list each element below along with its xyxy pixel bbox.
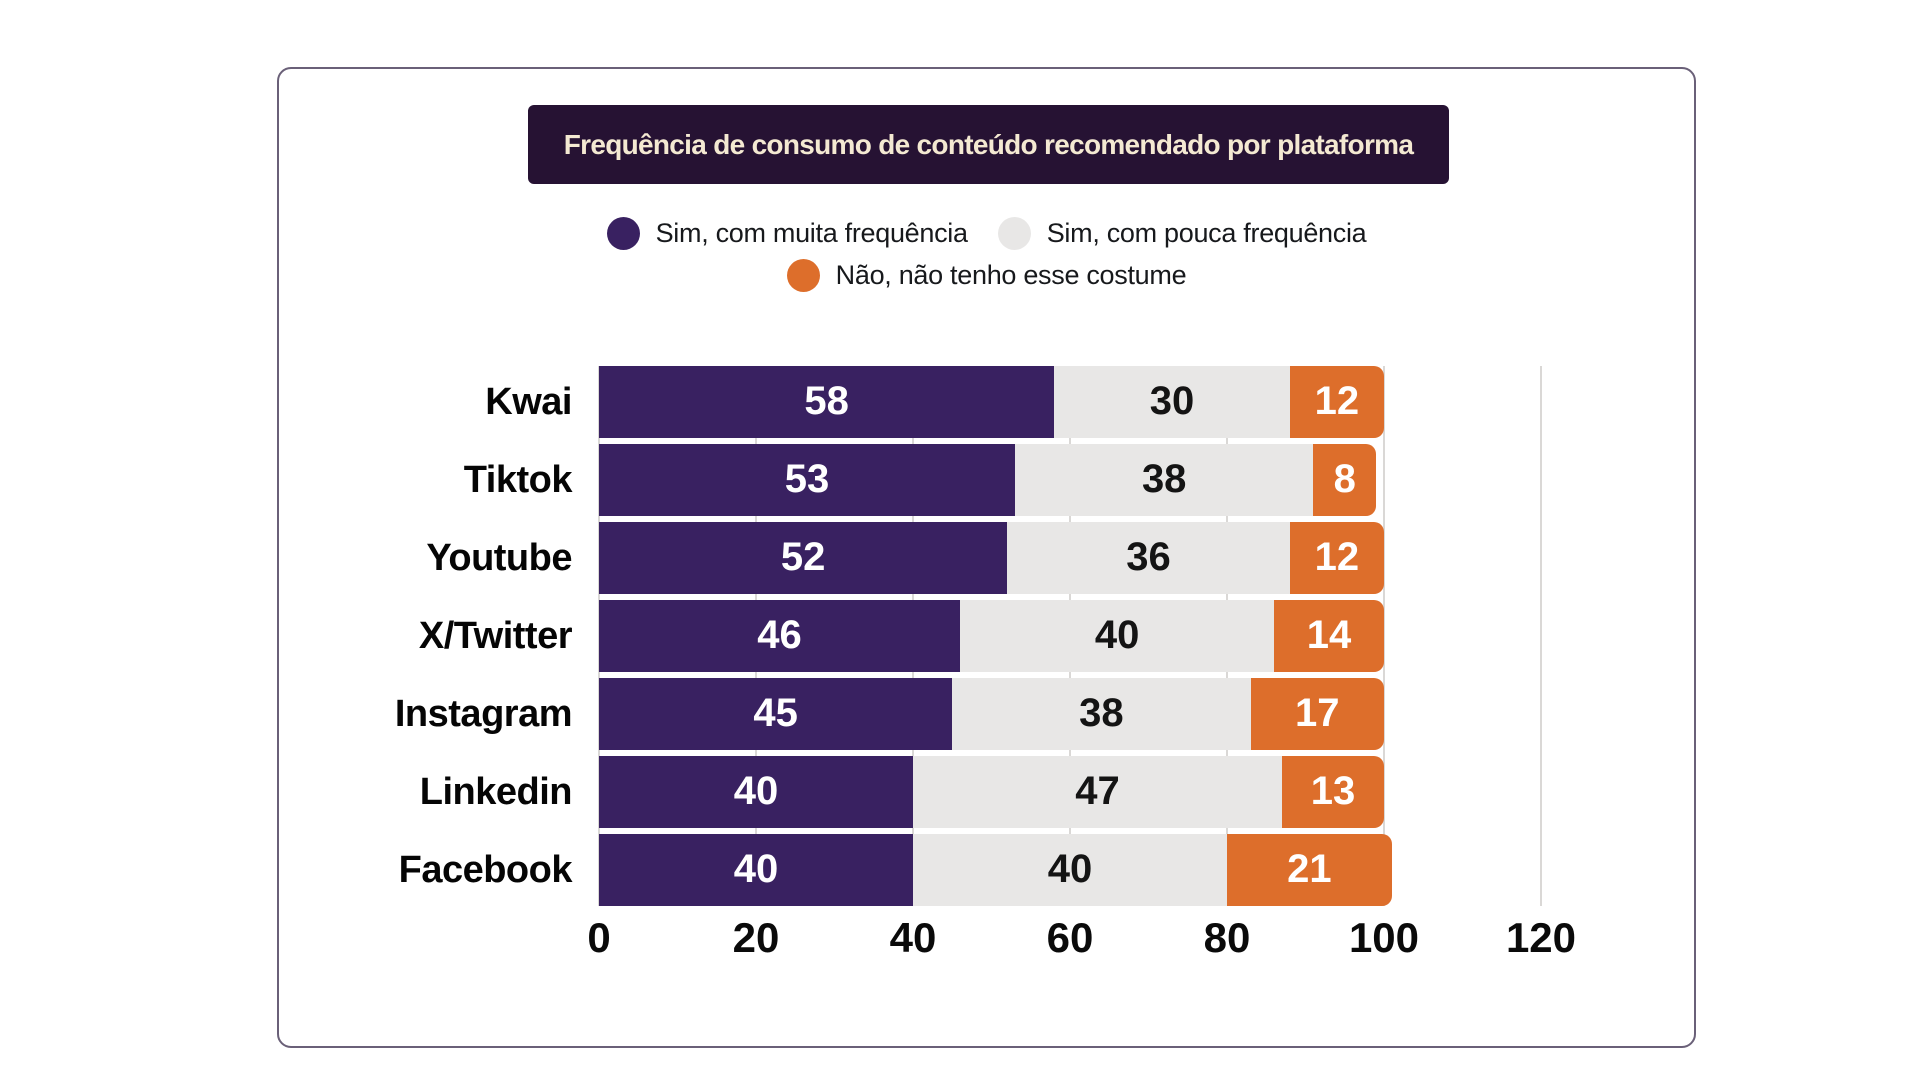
legend-row-2: Não, não tenho esse costume: [279, 254, 1694, 296]
gridline-x-100: [1383, 365, 1385, 906]
x-tick-label-0: 0: [587, 914, 611, 961]
bar-segment-instagram-sim-com-pouca-frequencia: 38: [952, 677, 1251, 750]
x-tick-label-20: 20: [732, 914, 780, 961]
bar-segment-facebook-sim-com-pouca-frequencia: 40: [913, 833, 1227, 906]
legend-label: Sim, com muita frequência: [655, 217, 968, 248]
x-tick-label-100: 100: [1348, 914, 1420, 961]
bar-segment-instagram-nao-nao-tenho-esse-costume: 17: [1250, 677, 1384, 750]
category-label-linkedin: Linkedin: [419, 770, 573, 813]
bar-segment-kwai-sim-com-muita-frequencia: 58: [599, 365, 1055, 438]
legend-item-sim-com-pouca-frequencia: Sim, com pouca frequência: [997, 216, 1367, 250]
bar-segment-linkedin-sim-com-pouca-frequencia: 47: [913, 755, 1282, 828]
legend-item-sim-com-muita-frequencia: Sim, com muita frequência: [606, 216, 968, 250]
legend-item-nao-nao-tenho-esse-costume: Não, não tenho esse costume: [786, 258, 1187, 292]
bar-segment-x-twitter-sim-com-pouca-frequencia: 40: [960, 599, 1275, 672]
bar-segment-x-twitter-sim-com-muita-frequencia: 46: [599, 599, 961, 672]
chart-card: Frequência de consumo de conteúdo recome…: [277, 67, 1696, 1048]
legend-row-1: Sim, com muita frequência Sim, com pouca …: [279, 212, 1694, 254]
category-label-kwai: Kwai: [485, 380, 572, 423]
legend-dot-icon: [997, 216, 1031, 250]
category-label-facebook: Facebook: [398, 848, 573, 891]
legend-label: Sim, com pouca frequência: [1046, 217, 1367, 248]
category-label-tiktok: Tiktok: [463, 458, 573, 501]
bar-segment-tiktok-sim-com-pouca-frequencia: 38: [1015, 443, 1314, 516]
category-label-x-twitter: X/Twitter: [418, 614, 573, 657]
legend-dot-icon: [606, 216, 640, 250]
x-tick-label-120: 120: [1505, 914, 1577, 961]
bar-segment-instagram-sim-com-muita-frequencia: 45: [599, 677, 953, 750]
bar-segment-kwai-sim-com-pouca-frequencia: 30: [1054, 365, 1290, 438]
chart-title: Frequência de consumo de conteúdo recome…: [528, 105, 1449, 184]
x-tick-label-80: 80: [1203, 914, 1251, 961]
bar-segment-linkedin-nao-nao-tenho-esse-costume: 13: [1281, 755, 1384, 828]
bar-segment-tiktok-sim-com-muita-frequencia: 53: [599, 443, 1016, 516]
category-label-youtube: Youtube: [426, 536, 572, 579]
legend-dot-icon: [786, 258, 820, 292]
legend-label: Não, não tenho esse costume: [835, 259, 1187, 290]
bar-segment-facebook-nao-nao-tenho-esse-costume: 21: [1227, 833, 1392, 906]
category-label-instagram: Instagram: [394, 692, 573, 735]
bar-segment-youtube-sim-com-muita-frequencia: 52: [599, 521, 1008, 594]
bar-segment-youtube-nao-nao-tenho-esse-costume: 12: [1289, 521, 1384, 594]
bar-segment-linkedin-sim-com-muita-frequencia: 40: [599, 755, 913, 828]
plot-area: Kwai 58 30 12 Tiktok 53 38 8 Youtube 52 36 12 X/Twit…: [279, 69, 1694, 1046]
x-tick-label-60: 60: [1046, 914, 1094, 961]
bar-segment-x-twitter-nao-nao-tenho-esse-costume: 14: [1274, 599, 1384, 672]
bar-segment-kwai-nao-nao-tenho-esse-costume: 12: [1289, 365, 1384, 438]
bar-segment-facebook-sim-com-muita-frequencia: 40: [599, 833, 913, 906]
legend: Sim, com muita frequência Sim, com pouca …: [279, 212, 1694, 296]
bar-segment-youtube-sim-com-pouca-frequencia: 36: [1007, 521, 1290, 594]
gridline-x-120: [1540, 365, 1542, 906]
x-tick-label-40: 40: [889, 914, 937, 961]
bar-segment-tiktok-nao-nao-tenho-esse-costume: 8: [1313, 443, 1377, 516]
